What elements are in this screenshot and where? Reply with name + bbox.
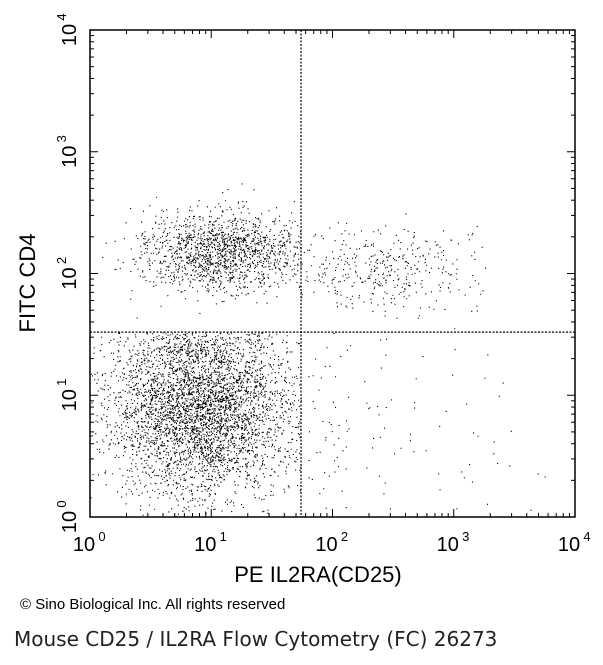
quadrant-gates: [90, 30, 575, 517]
x-tick-label: 10: [437, 534, 459, 556]
y-tick-exponent: 3: [54, 135, 69, 142]
y-tick-exponent: 4: [54, 13, 69, 20]
y-tick-label: 10: [59, 511, 81, 533]
x-tick-label: 10: [315, 534, 337, 556]
x-axis-label: PE IL2RA(CD25): [234, 562, 402, 587]
y-tick-label-group: 10 3: [54, 135, 81, 168]
x-tick-exponent: 1: [220, 529, 227, 544]
y-tick-exponent: 0: [54, 500, 69, 507]
y-tick-label-group: 102: [54, 257, 81, 290]
y-tick-exponent: 1: [54, 379, 69, 386]
y-tick-label-group: 10 0: [54, 500, 81, 533]
x-tick-labels: 10 0 10 1 10 2 10 3 10 4: [73, 529, 591, 556]
event-dots: [90, 183, 546, 518]
y-tick-label: 10: [59, 146, 81, 168]
y-tick-label: 10: [59, 389, 81, 411]
y-axis-label: FITC CD4: [15, 234, 40, 333]
copyright-notice: © Sino Biological Inc. All rights reserv…: [20, 596, 286, 613]
x-tick-label: 10: [558, 534, 580, 556]
y-tick-label: 10: [59, 267, 81, 289]
y-tick-exponent: 2: [54, 257, 69, 264]
x-tick-label: 10: [73, 534, 95, 556]
x-tick-exponent: 4: [583, 529, 590, 544]
y-tick-label: 10: [59, 24, 81, 46]
x-tick-label: 10: [194, 534, 216, 556]
y-tick-label-group: 101: [54, 379, 81, 412]
event-points: [90, 183, 546, 518]
figure-caption: Mouse CD25 / IL2RA Flow Cytometry (FC) 2…: [14, 627, 498, 651]
x-tick-exponent: 0: [98, 529, 105, 544]
plot-frame: [89, 29, 576, 518]
x-tick-exponent: 2: [341, 529, 348, 544]
y-tick-label-group: 10 4: [54, 13, 81, 46]
axis-ticks: [89, 30, 575, 518]
x-tick-exponent: 3: [462, 529, 469, 544]
